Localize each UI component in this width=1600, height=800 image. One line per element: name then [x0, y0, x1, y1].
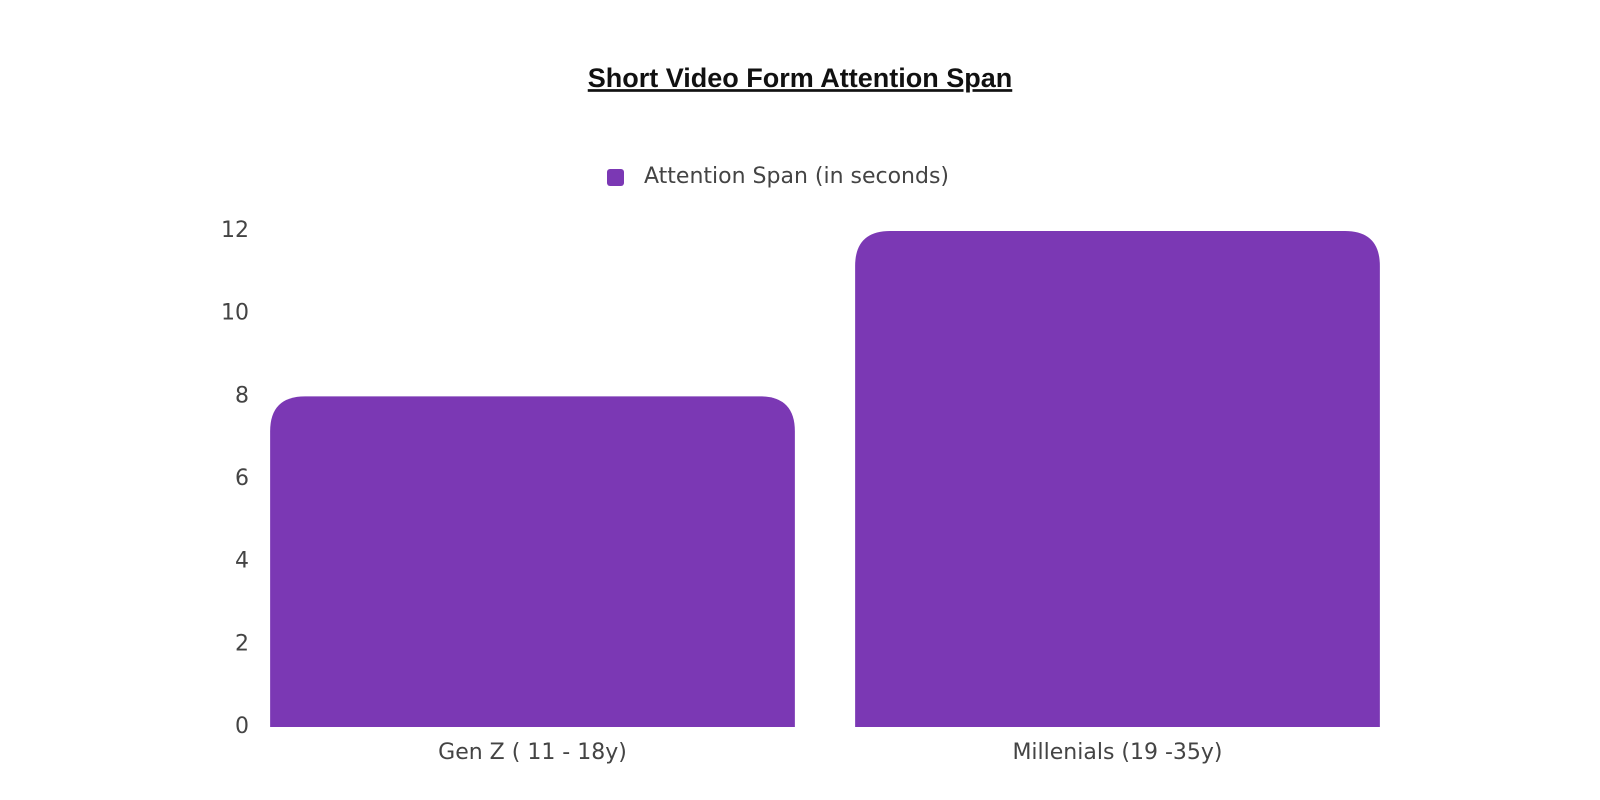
x-tick-label: Millenials (19 -35y) — [1012, 740, 1222, 765]
y-tick-label: 10 — [221, 301, 249, 326]
y-tick-label: 6 — [235, 466, 249, 491]
chart-title: Short Video Form Attention Span — [588, 63, 1013, 93]
x-tick-label: Gen Z ( 11 - 18y) — [438, 740, 627, 765]
y-tick-label: 0 — [235, 714, 249, 739]
bar — [855, 231, 1380, 727]
legend-swatch — [607, 169, 624, 186]
y-tick-label: 12 — [221, 218, 249, 243]
y-tick-label: 2 — [235, 631, 249, 656]
bar — [270, 396, 795, 727]
legend-label: Attention Span (in seconds) — [644, 164, 949, 189]
y-tick-label: 4 — [235, 549, 249, 574]
y-tick-label: 8 — [235, 383, 249, 408]
